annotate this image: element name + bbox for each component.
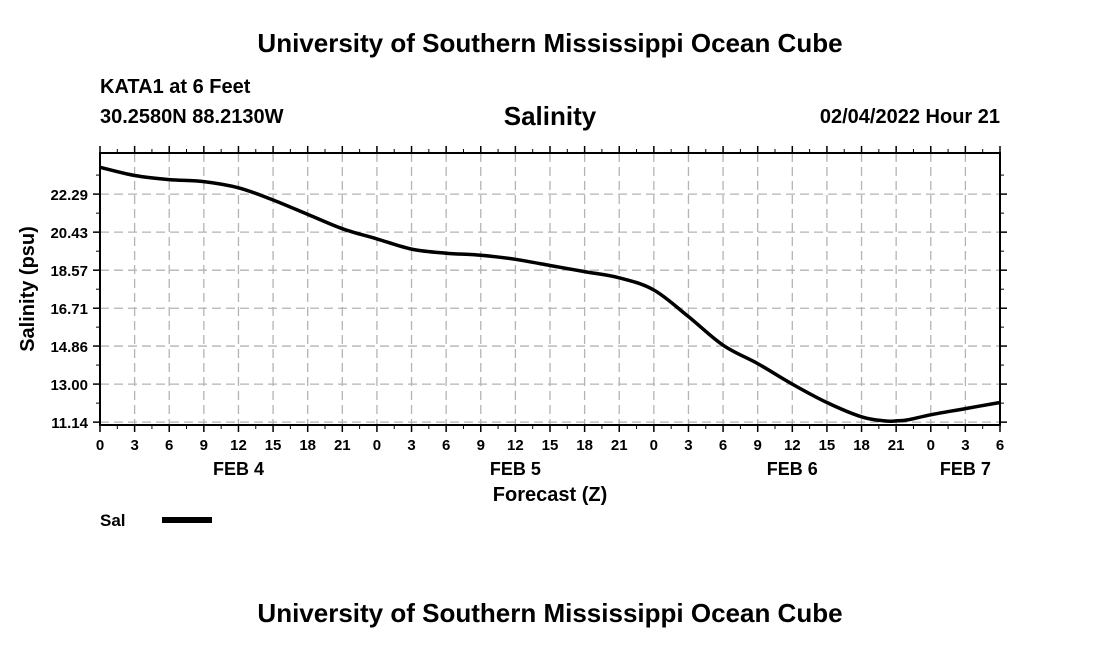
y-tick-label: 20.43 xyxy=(50,225,88,242)
x-tick-label: 3 xyxy=(684,437,692,454)
x-tick-label: 15 xyxy=(265,437,282,454)
x-tick-label: 6 xyxy=(165,437,173,454)
axis-labels: 0 3 6 9 12 15 18 21 0 3 6 9 12 15 18 21 0 3 6 9 12 15 18 21 0 3 6 1… xyxy=(17,187,1004,506)
x-tick-label: 15 xyxy=(819,437,836,454)
x-axis-label: Forecast (Z) xyxy=(493,484,607,506)
x-tick-label: 3 xyxy=(407,437,415,454)
x-tick-label: 12 xyxy=(507,437,524,454)
x-tick-label: 3 xyxy=(130,437,138,454)
x-tick-label: 6 xyxy=(996,437,1004,454)
x-tick-label: 9 xyxy=(477,437,485,454)
y-tick-label: 14.86 xyxy=(50,339,88,356)
y-axis-label: Salinity (psu) xyxy=(17,226,39,352)
station-coordinates: 30.2580N 88.2130W xyxy=(100,106,284,128)
y-tick-label: 16.71 xyxy=(50,301,88,318)
y-tick-label: 18.57 xyxy=(50,263,88,280)
x-tick-label: 21 xyxy=(888,437,905,454)
x-tick-label: 18 xyxy=(299,437,316,454)
legend-label: Sal xyxy=(100,511,126,530)
grid-lines xyxy=(100,153,1000,425)
x-tick-label: 6 xyxy=(442,437,450,454)
y-tick-label: 13.00 xyxy=(50,377,88,394)
forecast-datetime: 02/04/2022 Hour 21 xyxy=(819,106,1000,128)
x-tick-label: 12 xyxy=(784,437,801,454)
legend: Sal xyxy=(100,511,212,530)
x-tick-label: 15 xyxy=(542,437,559,454)
y-tick-label: 11.14 xyxy=(51,415,88,432)
x-tick-label: 18 xyxy=(576,437,593,454)
series-layer xyxy=(99,165,1001,424)
x-day-label: FEB 5 xyxy=(490,459,541,479)
station-label: KATA1 at 6 Feet xyxy=(100,76,251,98)
x-tick-label: 21 xyxy=(611,437,628,454)
chart-title: Salinity xyxy=(503,101,597,131)
x-tick-label: 0 xyxy=(373,437,381,454)
x-day-label: FEB 4 xyxy=(213,459,264,479)
x-tick-label: 0 xyxy=(927,437,935,454)
x-tick-label: 21 xyxy=(334,437,351,454)
x-tick-label: 0 xyxy=(96,437,104,454)
x-day-label: FEB 6 xyxy=(767,459,818,479)
x-tick-label: 3 xyxy=(961,437,969,454)
x-tick-label: 0 xyxy=(650,437,658,454)
x-tick-label: 18 xyxy=(853,437,870,454)
x-tick-label: 12 xyxy=(230,437,247,454)
footer-title: University of Southern Mississippi Ocean… xyxy=(257,598,843,628)
axes xyxy=(93,146,1007,432)
x-tick-label: 9 xyxy=(200,437,208,454)
page-title: University of Southern Mississippi Ocean… xyxy=(257,28,843,58)
x-tick-label: 6 xyxy=(719,437,727,454)
series-line-sal xyxy=(99,165,1001,424)
plot-frame xyxy=(99,152,1001,426)
y-tick-label: 22.29 xyxy=(50,187,88,204)
x-tick-label: 9 xyxy=(754,437,762,454)
x-day-label: FEB 7 xyxy=(940,459,991,479)
